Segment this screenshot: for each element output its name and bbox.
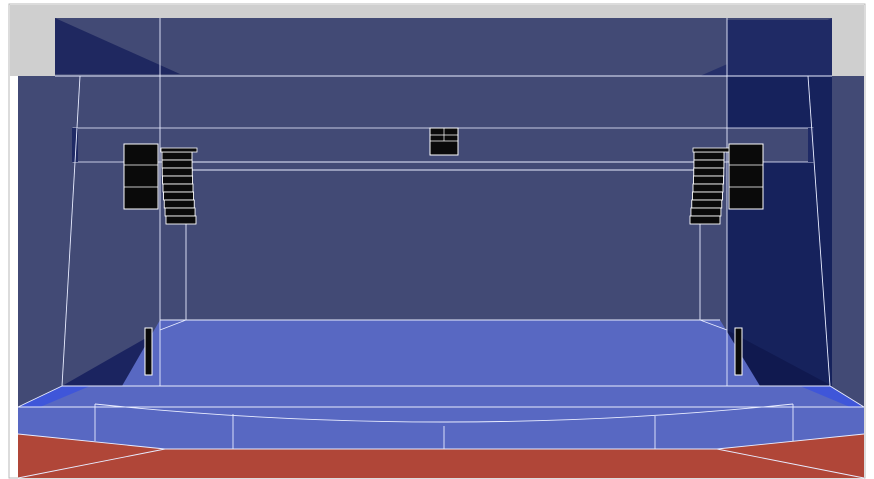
leftArray-cabinet[interactable] [163,184,193,192]
rightArray-cabinet[interactable] [692,192,722,200]
ceiling-rear-panel [55,18,832,76]
center-cluster[interactable] [430,128,458,155]
left-sub-stack[interactable] [124,144,158,209]
right-sub-stack[interactable] [729,144,763,209]
leftArray-cabinet[interactable] [165,208,195,216]
leftArray-rigging-frame [161,148,197,152]
rightArray-cabinet[interactable] [694,152,724,160]
left-column-speaker[interactable] [145,328,152,375]
rightArray-rigging-frame [693,148,729,152]
stage-floor [122,320,760,386]
rightArray-cabinet[interactable] [694,168,724,176]
stage-apron [18,386,864,449]
rightArray-cabinet[interactable] [693,184,723,192]
leftArray-cabinet[interactable] [162,168,192,176]
leftArray-cabinet[interactable] [166,216,196,224]
rightArray-cabinet[interactable] [692,200,722,208]
leftArray-cabinet[interactable] [164,192,194,200]
leftArray-cabinet[interactable] [163,176,193,184]
leftArray-cabinet[interactable] [164,200,194,208]
left-main-array[interactable] [161,148,197,224]
leftArray-cabinet[interactable] [162,160,192,168]
rightArray-cabinet[interactable] [691,208,721,216]
right-column-speaker[interactable] [735,328,742,375]
right-upper-shadow [727,20,832,76]
leftArray-cabinet[interactable] [162,152,192,160]
rightArray-cabinet[interactable] [694,160,724,168]
rightArray-cabinet[interactable] [693,176,723,184]
rightArray-cabinet[interactable] [690,216,720,224]
